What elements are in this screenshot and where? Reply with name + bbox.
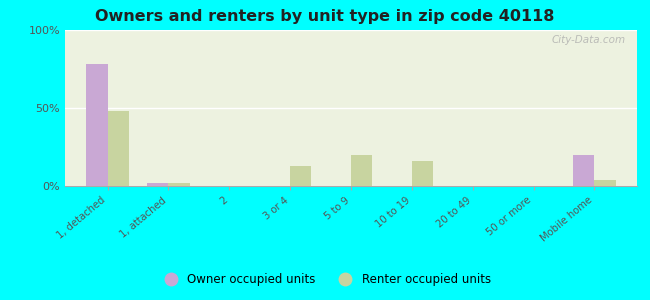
Bar: [147, 183, 168, 186]
Bar: [86, 64, 108, 186]
Bar: [168, 183, 190, 186]
Bar: [351, 155, 372, 186]
Bar: [573, 155, 594, 186]
Legend: Owner occupied units, Renter occupied units: Owner occupied units, Renter occupied un…: [154, 269, 496, 291]
Bar: [594, 180, 616, 186]
Text: City-Data.com: City-Data.com: [551, 35, 625, 45]
Text: Owners and renters by unit type in zip code 40118: Owners and renters by unit type in zip c…: [96, 9, 554, 24]
Bar: [290, 166, 311, 186]
Bar: [412, 161, 433, 186]
Bar: [108, 111, 129, 186]
